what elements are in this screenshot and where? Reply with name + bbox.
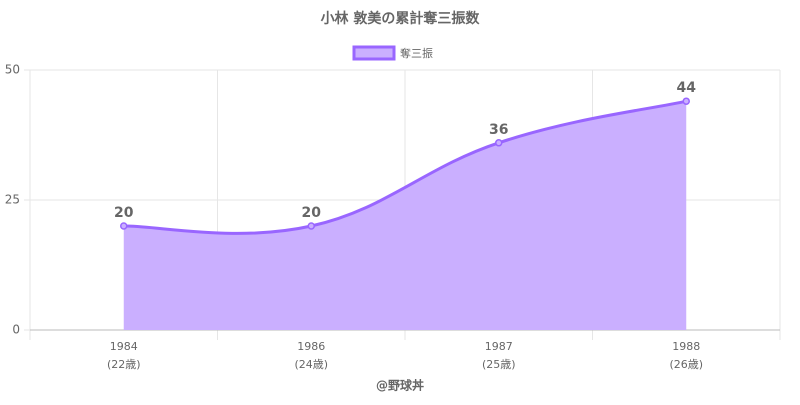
x-tick-label: 1986: [297, 340, 325, 353]
point: [307, 222, 315, 230]
x-axis-title: @野球丼: [376, 378, 424, 393]
x-tick-sublabel: (22歳): [107, 358, 141, 371]
point: [495, 139, 503, 147]
line: [123, 99, 687, 235]
y-tick-label: 25: [5, 193, 20, 207]
x-tick-label: 1987: [485, 340, 513, 353]
chart-title: 小林 敦美の累計奪三振数: [321, 10, 481, 27]
y-tick-label: 50: [5, 63, 20, 77]
x-tick-label: 1988: [672, 340, 700, 353]
x-tick-sublabel: (25歳): [482, 358, 516, 371]
y-tick-label: 0: [12, 323, 20, 337]
legend-label: 奪三振: [400, 46, 433, 60]
area: [123, 101, 687, 330]
x-tick-sublabel: (24歳): [294, 358, 328, 371]
value-label: 20: [114, 205, 134, 221]
point: [682, 97, 690, 105]
point: [120, 222, 128, 230]
value-label: 20: [302, 205, 322, 221]
value-label: 36: [489, 122, 508, 138]
x-tick-label: 1984: [110, 340, 138, 353]
legend-swatch: [352, 45, 396, 61]
x-tick-sublabel: (26歳): [669, 358, 703, 371]
value-label: 44: [677, 80, 697, 96]
